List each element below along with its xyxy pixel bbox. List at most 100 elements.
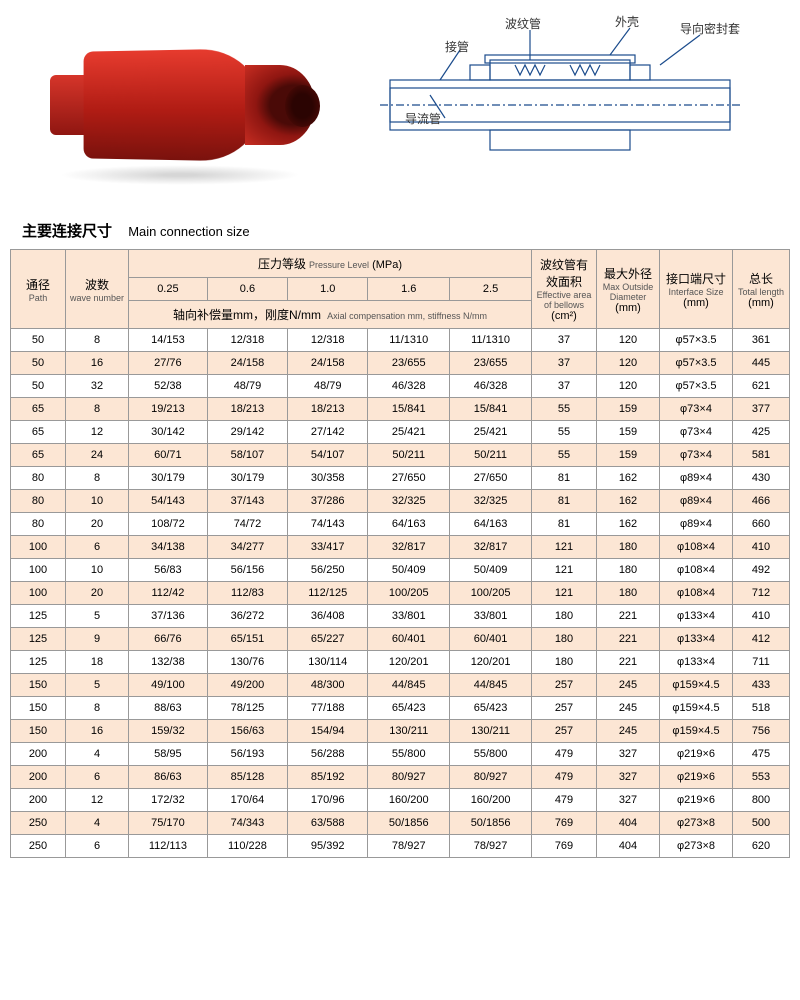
table-cell: 769 [532, 812, 597, 835]
table-cell: 60/401 [450, 628, 532, 651]
table-cell: 12 [66, 789, 129, 812]
table-cell: φ89×4 [660, 467, 733, 490]
table-cell: 52/38 [129, 375, 208, 398]
hdr-total-cn: 总长 [735, 270, 787, 287]
schematic-diagram: 接管 波纹管 外壳 导向密封套 导流管 [370, 10, 750, 190]
table-cell: 56/193 [207, 743, 287, 766]
table-cell: 14/153 [129, 329, 208, 352]
spec-table: 通径Path 波数wave number 压力等级 Pressure Level… [10, 249, 790, 858]
table-cell: 46/328 [368, 375, 450, 398]
table-cell: 162 [597, 490, 660, 513]
table-cell: 221 [597, 628, 660, 651]
table-cell: 170/64 [207, 789, 287, 812]
table-cell: 125 [11, 651, 66, 674]
table-cell: 32/817 [368, 536, 450, 559]
table-cell: 100/205 [450, 582, 532, 605]
hdr-pcol-2: 1.0 [288, 278, 368, 301]
table-cell: 112/42 [129, 582, 208, 605]
table-cell: 19/213 [129, 398, 208, 421]
table-cell: 44/845 [450, 674, 532, 697]
table-cell: 4 [66, 743, 129, 766]
table-cell: 37/136 [129, 605, 208, 628]
table-cell: 112/83 [207, 582, 287, 605]
hdr-pressure-unit: (MPa) [372, 259, 402, 271]
label-jieguan: 接管 [445, 38, 469, 55]
table-cell: 37/143 [207, 490, 287, 513]
table-cell: 100 [11, 559, 66, 582]
table-cell: 180 [532, 651, 597, 674]
table-cell: 172/32 [129, 789, 208, 812]
table-cell: 32/325 [368, 490, 450, 513]
table-cell: φ57×3.5 [660, 329, 733, 352]
table-cell: 6 [66, 835, 129, 858]
table-cell: 125 [11, 628, 66, 651]
table-cell: 120 [597, 375, 660, 398]
table-cell: 74/143 [288, 513, 368, 536]
table-cell: 32 [66, 375, 129, 398]
table-cell: 80/927 [450, 766, 532, 789]
table-cell: 36/408 [288, 605, 368, 628]
table-cell: 621 [733, 375, 790, 398]
table-cell: 479 [532, 743, 597, 766]
hdr-effarea-en: Effective area of bellows [534, 290, 594, 310]
table-cell: 660 [733, 513, 790, 536]
table-row: 2506112/113110/22895/39278/92778/9277694… [11, 835, 790, 858]
table-cell: 49/200 [207, 674, 287, 697]
table-cell: 32/325 [450, 490, 532, 513]
table-cell: 15/841 [450, 398, 532, 421]
table-cell: 11/1310 [450, 329, 532, 352]
table-cell: 410 [733, 536, 790, 559]
table-cell: 711 [733, 651, 790, 674]
table-row: 100634/13834/27733/41732/81732/817121180… [11, 536, 790, 559]
hdr-pcol-4: 2.5 [450, 278, 532, 301]
hdr-path-cn: 通径 [13, 276, 63, 293]
table-cell: 180 [532, 605, 597, 628]
table-row: 125966/7665/15165/22760/40160/401180221φ… [11, 628, 790, 651]
table-cell: 12/318 [288, 329, 368, 352]
table-cell: 30/142 [129, 421, 208, 444]
hdr-wave-cn: 波数 [68, 276, 126, 293]
table-cell: 10 [66, 559, 129, 582]
table-cell: 74/343 [207, 812, 287, 835]
table-cell: φ73×4 [660, 421, 733, 444]
table-cell: 12/318 [207, 329, 287, 352]
hdr-iface-cn: 接口端尺寸 [662, 270, 730, 287]
hdr-path-en: Path [13, 293, 63, 303]
table-cell: 54/107 [288, 444, 368, 467]
hdr-axial-en: Axial compensation mm, stiffness N/mm [327, 311, 487, 321]
table-cell: 65 [11, 421, 66, 444]
table-cell: 27/76 [129, 352, 208, 375]
table-cell: 200 [11, 743, 66, 766]
table-cell: 55 [532, 444, 597, 467]
table-cell: 327 [597, 789, 660, 812]
table-cell: 6 [66, 536, 129, 559]
table-cell: φ73×4 [660, 398, 733, 421]
table-cell: 170/96 [288, 789, 368, 812]
table-cell: 50 [11, 352, 66, 375]
table-cell: 800 [733, 789, 790, 812]
table-cell: 75/170 [129, 812, 208, 835]
table-cell: 16 [66, 352, 129, 375]
hdr-maxod-en: Max Outside Diameter [599, 282, 657, 302]
table-cell: 55/800 [450, 743, 532, 766]
table-row: 652460/7158/10754/10750/21150/21155159φ7… [11, 444, 790, 467]
table-cell: 37 [532, 375, 597, 398]
table-cell: 162 [597, 467, 660, 490]
table-cell: 50 [11, 329, 66, 352]
table-row: 10020112/42112/83112/125100/205100/20512… [11, 582, 790, 605]
table-cell: 60/71 [129, 444, 208, 467]
table-cell: 36/272 [207, 605, 287, 628]
table-cell: 445 [733, 352, 790, 375]
table-cell: 65/151 [207, 628, 287, 651]
table-cell: 50/1856 [368, 812, 450, 835]
table-row: 501627/7624/15824/15823/65523/65537120φ5… [11, 352, 790, 375]
table-row: 80830/17930/17930/35827/65027/65081162φ8… [11, 467, 790, 490]
table-cell: 250 [11, 835, 66, 858]
table-cell: 9 [66, 628, 129, 651]
table-cell: 4 [66, 812, 129, 835]
table-cell: 33/801 [450, 605, 532, 628]
hdr-wave-en: wave number [68, 293, 126, 303]
table-cell: 27/650 [450, 467, 532, 490]
table-row: 15016159/32156/63154/94130/211130/211257… [11, 720, 790, 743]
hdr-effarea-unit: (cm²) [534, 310, 594, 322]
